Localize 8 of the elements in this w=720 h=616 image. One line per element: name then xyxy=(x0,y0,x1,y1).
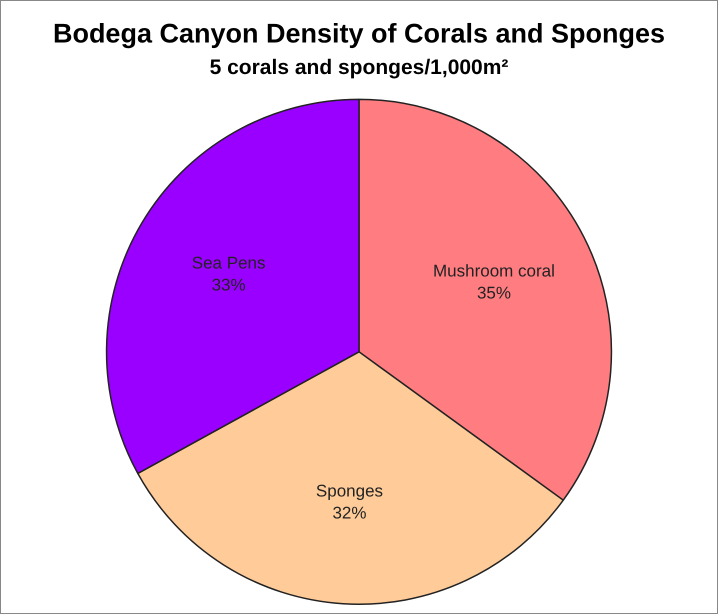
chart-subtitle: 5 corals and sponges/1,000m² xyxy=(210,56,508,79)
slice-label: Sponges xyxy=(316,482,384,501)
data-label: 32% xyxy=(332,504,367,523)
slice-label: Mushroom coral xyxy=(433,262,555,281)
data-label: 33% xyxy=(212,275,246,294)
data-label: 35% xyxy=(476,284,511,303)
chart-title: Bodega Canyon Density of Corals and Sponges xyxy=(52,18,666,49)
slice-label: Sea Pens xyxy=(192,253,266,272)
